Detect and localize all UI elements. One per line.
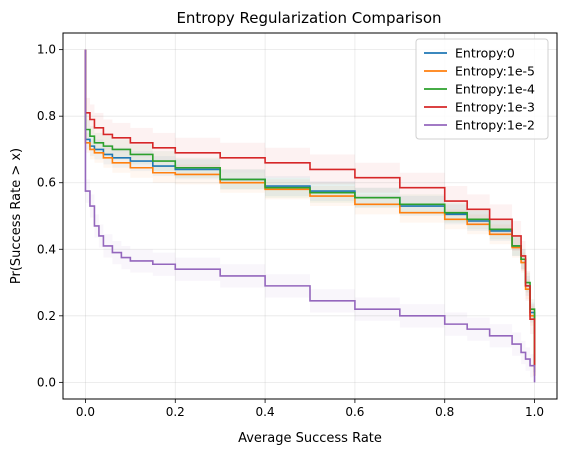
y-tick-label: 0.8 (37, 109, 56, 123)
series-line-4 (84, 49, 536, 383)
series-line-3 (84, 49, 536, 366)
chart-title: Entropy Regularization Comparison (176, 9, 441, 27)
series-lines (84, 49, 536, 383)
x-tick-label: 0.8 (435, 405, 454, 419)
x-tick-label: 0.0 (76, 405, 95, 419)
y-tick-label: 0.2 (37, 309, 56, 323)
axis-ticks: 0.0 0.2 0.4 0.6 0.8 1.0 0.0 0.2 0.4 0.6 0.8 1.0 (37, 43, 544, 419)
y-tick-label: 0.0 (37, 375, 56, 389)
legend-label: Entropy:0 (455, 46, 515, 61)
y-tick-label: 0.6 (37, 176, 56, 190)
legend-label: Entropy:1e-2 (455, 118, 535, 133)
y-tick-label: 1.0 (37, 43, 56, 57)
legend-label: Entropy:1e-4 (455, 82, 535, 97)
plot-frame (62, 32, 558, 400)
x-tick-label: 1.0 (525, 405, 544, 419)
y-tick-label: 0.4 (37, 242, 56, 256)
x-axis-title: Average Success Rate (238, 431, 382, 446)
y-axis-title: Pr(Success Rate > x) (9, 148, 24, 284)
x-tick-label: 0.2 (166, 405, 185, 419)
x-tick-label: 0.4 (256, 405, 275, 419)
legend-label: Entropy:1e-5 (455, 64, 535, 79)
legend-label: Entropy:1e-3 (455, 100, 535, 115)
legend: Entropy:0 Entropy:1e-5 Entropy:1e-4 Entropy… (415, 38, 549, 140)
legend-box (415, 38, 549, 140)
x-tick-label: 0.6 (345, 405, 364, 419)
